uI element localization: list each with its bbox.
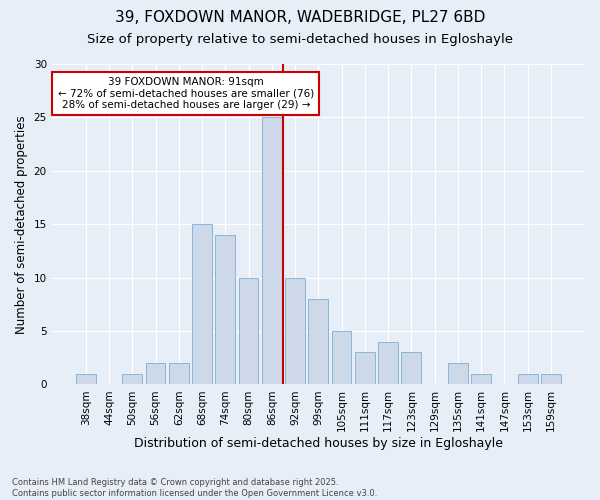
Bar — [262, 118, 282, 384]
Bar — [239, 278, 259, 384]
Bar — [541, 374, 561, 384]
Text: 39, FOXDOWN MANOR, WADEBRIDGE, PL27 6BD: 39, FOXDOWN MANOR, WADEBRIDGE, PL27 6BD — [115, 10, 485, 25]
X-axis label: Distribution of semi-detached houses by size in Egloshayle: Distribution of semi-detached houses by … — [134, 437, 503, 450]
Bar — [448, 363, 468, 384]
Text: 39 FOXDOWN MANOR: 91sqm
← 72% of semi-detached houses are smaller (76)
28% of se: 39 FOXDOWN MANOR: 91sqm ← 72% of semi-de… — [58, 77, 314, 110]
Bar — [285, 278, 305, 384]
Bar — [355, 352, 375, 384]
Bar — [378, 342, 398, 384]
Bar — [518, 374, 538, 384]
Bar — [76, 374, 95, 384]
Bar — [308, 299, 328, 384]
Text: Contains HM Land Registry data © Crown copyright and database right 2025.
Contai: Contains HM Land Registry data © Crown c… — [12, 478, 377, 498]
Bar — [146, 363, 166, 384]
Bar — [332, 331, 352, 384]
Bar — [471, 374, 491, 384]
Bar — [169, 363, 188, 384]
Bar — [215, 235, 235, 384]
Y-axis label: Number of semi-detached properties: Number of semi-detached properties — [15, 115, 28, 334]
Bar — [122, 374, 142, 384]
Text: Size of property relative to semi-detached houses in Egloshayle: Size of property relative to semi-detach… — [87, 32, 513, 46]
Bar — [401, 352, 421, 384]
Bar — [192, 224, 212, 384]
